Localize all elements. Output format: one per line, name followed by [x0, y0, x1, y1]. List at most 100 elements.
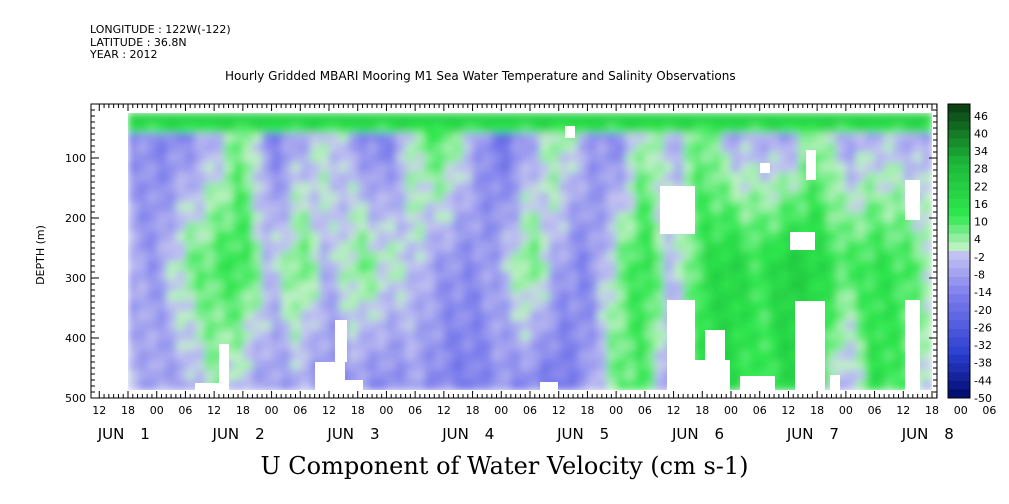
- colorbar-swatch: [948, 251, 970, 260]
- x-hour-tick-label: 18: [466, 404, 480, 417]
- y-tick-label: 400: [65, 332, 86, 345]
- x-day-number-label: 6: [715, 425, 725, 443]
- colorbar-label: 34: [974, 145, 988, 158]
- colorbar-swatch: [948, 380, 970, 390]
- x-hour-tick-label: 06: [982, 404, 996, 417]
- x-hour-tick-label: 12: [896, 404, 910, 417]
- x-hour-tick-label: 12: [207, 404, 221, 417]
- colorbar-swatch: [948, 276, 970, 286]
- x-hour-tick-label: 12: [667, 404, 681, 417]
- plot-frame: [90, 103, 938, 399]
- colorbar-swatch: [948, 129, 970, 139]
- colorbar-label: -8: [974, 269, 985, 282]
- x-day-number-label: 4: [485, 425, 495, 443]
- colorbar-label: -38: [974, 357, 992, 370]
- x-day-month-label: JUN: [97, 425, 125, 443]
- x-hour-tick-label: 06: [293, 404, 307, 417]
- colorbar-label: -50: [974, 392, 992, 405]
- x-day-number-label: 3: [370, 425, 380, 443]
- colorbar-swatch: [948, 173, 970, 183]
- colorbar-swatch: [948, 363, 970, 373]
- colorbar-swatch: [948, 104, 970, 113]
- y-axis-label: DEPTH (m): [34, 225, 47, 285]
- x-hour-tick-label: 18: [351, 404, 365, 417]
- x-hour-tick-label: 12: [92, 404, 106, 417]
- x-hour-tick-label: 18: [580, 404, 594, 417]
- colorbar-swatch: [948, 259, 970, 269]
- x-day-month-label: JUN: [326, 425, 354, 443]
- colorbar-swatch: [948, 112, 970, 122]
- colorbar-label: 4: [974, 233, 981, 246]
- colorbar-swatch: [948, 181, 970, 191]
- colorbar-swatch: [948, 285, 970, 295]
- x-hour-tick-label: 00: [265, 404, 279, 417]
- heatmap-field: [128, 113, 933, 391]
- x-day-month-label: JUN: [786, 425, 814, 443]
- x-hour-tick-label: 18: [925, 404, 939, 417]
- x-day-number-label: 1: [140, 425, 150, 443]
- colorbar-swatch: [948, 225, 970, 235]
- colorbar-swatch: [948, 242, 970, 252]
- longitude-label: LONGITUDE : 122W(-122): [90, 23, 231, 36]
- x-day-number-label: 5: [600, 425, 610, 443]
- x-day-number-label: 7: [829, 425, 839, 443]
- x-hour-tick-label: 06: [178, 404, 192, 417]
- colorbar-label: -14: [974, 286, 992, 299]
- y-tick-label: 300: [65, 272, 86, 285]
- colorbar-label: 40: [974, 127, 988, 140]
- x-hour-tick-label: 00: [954, 404, 968, 417]
- x-hour-tick-label: 06: [868, 404, 882, 417]
- colorbar-swatch: [948, 121, 970, 131]
- x-hour-tick-label: 06: [523, 404, 537, 417]
- colorbar-swatch: [948, 216, 970, 226]
- colorbar-label: -2: [974, 251, 985, 264]
- colorbar-swatch: [948, 320, 970, 330]
- colorbar-label: 46: [974, 110, 988, 123]
- y-tick-label: 100: [65, 152, 86, 165]
- x-hour-tick-label: 12: [552, 404, 566, 417]
- colorbar-swatch: [948, 155, 970, 165]
- colorbar-swatch: [948, 147, 970, 157]
- x-hour-tick-label: 18: [810, 404, 824, 417]
- colorbar-swatch: [948, 389, 970, 399]
- colorbar-swatch: [948, 233, 970, 243]
- x-hour-tick-label: 06: [638, 404, 652, 417]
- x-hour-tick-label: 00: [839, 404, 853, 417]
- x-day-month-label: JUN: [441, 425, 469, 443]
- y-tick-label: 200: [65, 212, 86, 225]
- x-hour-tick-label: 12: [781, 404, 795, 417]
- colorbar-swatch: [948, 302, 970, 312]
- colorbar-label: -20: [974, 304, 992, 317]
- missing-data-regions: [91, 104, 937, 398]
- x-hour-tick-label: 00: [724, 404, 738, 417]
- x-day-month-label: JUN: [671, 425, 699, 443]
- x-day-number-label: 2: [255, 425, 265, 443]
- x-hour-tick-label: 00: [150, 404, 164, 417]
- colorbar-label: -26: [974, 321, 992, 334]
- x-hour-tick-label: 12: [437, 404, 451, 417]
- x-hour-tick-label: 06: [753, 404, 767, 417]
- colorbar-swatch: [948, 164, 970, 174]
- latitude-label: LATITUDE : 36.8N: [90, 36, 187, 49]
- colorbar-label: 10: [974, 216, 988, 229]
- colorbar-swatch: [948, 268, 970, 278]
- colorbar-swatch: [948, 346, 970, 356]
- x-hour-tick-label: 00: [494, 404, 508, 417]
- x-day-month-label: JUN: [212, 425, 240, 443]
- variable-title: U Component of Water Velocity (cm s-1): [260, 452, 749, 480]
- year-label: YEAR : 2012: [90, 48, 158, 61]
- x-hour-tick-label: 18: [695, 404, 709, 417]
- x-day-month-label: JUN: [556, 425, 584, 443]
- y-tick-label: 500: [65, 392, 86, 405]
- colorbar: 46 40 34 28 22 16 10 4 -2 -8 -14 -20 -26 -32 -38 -44 -50: [947, 103, 992, 405]
- colorbar-swatch: [948, 337, 970, 347]
- x-day-month-label: JUN: [901, 425, 929, 443]
- x-hour-tick-label: 00: [609, 404, 623, 417]
- colorbar-label: 28: [974, 163, 988, 176]
- colorbar-swatch: [948, 199, 970, 209]
- colorbar-swatch: [948, 207, 970, 217]
- colorbar-swatch: [948, 138, 970, 148]
- colorbar-swatch: [948, 311, 970, 321]
